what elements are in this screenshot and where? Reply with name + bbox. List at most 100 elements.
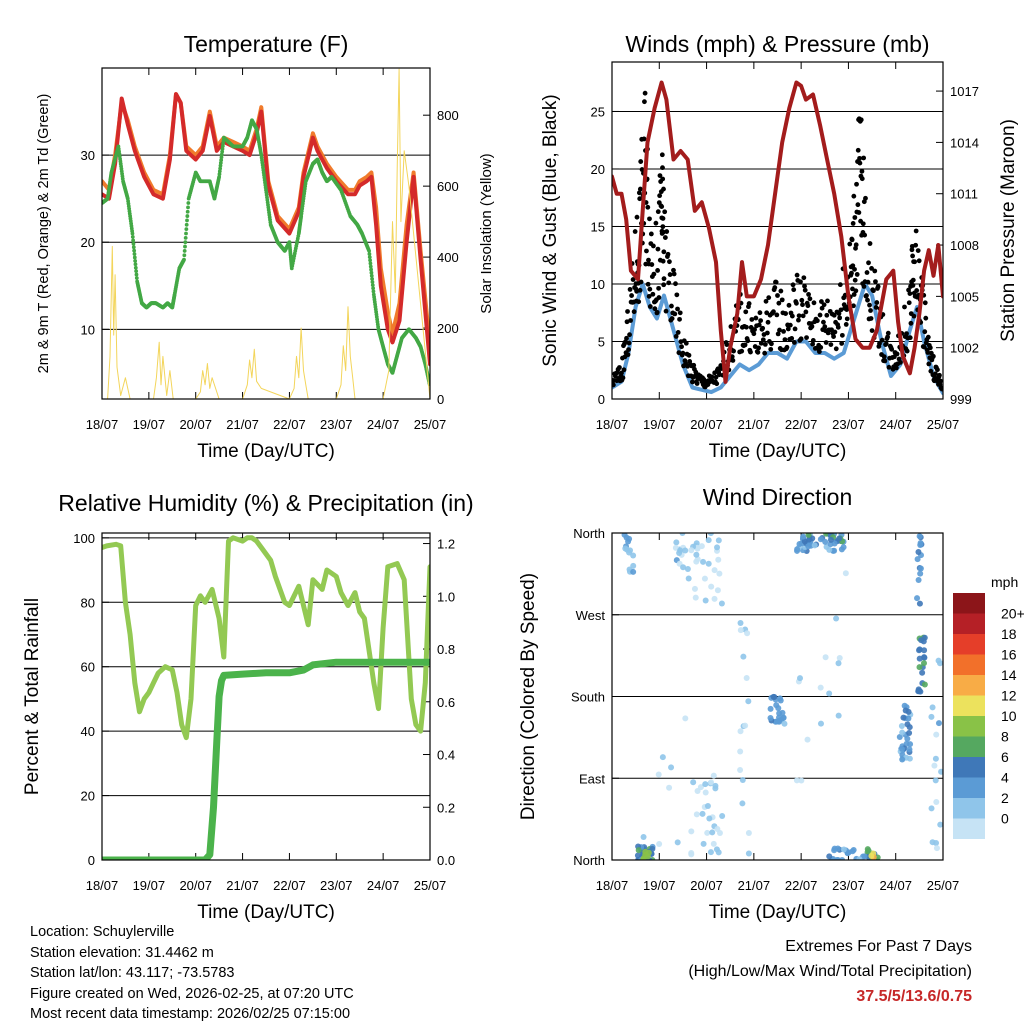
direction-point <box>668 764 675 771</box>
direction-point <box>798 777 805 784</box>
y-tick-label: North <box>573 853 605 868</box>
direction-point <box>688 547 695 554</box>
data-point <box>647 304 653 309</box>
data-point <box>220 146 225 151</box>
y-axis-label: Sonic Wind & Gust (Blue, Black) <box>540 94 561 366</box>
data-point <box>766 295 772 301</box>
x-tick-label: 24/07 <box>367 878 400 893</box>
data-point <box>655 246 661 252</box>
y-tick-label: 30 <box>81 148 95 163</box>
data-point <box>656 285 662 291</box>
direction-point <box>682 715 689 722</box>
data-point <box>371 289 376 294</box>
direction-point <box>767 715 774 722</box>
colorbar-swatch <box>953 634 985 655</box>
data-point <box>133 258 138 263</box>
data-point <box>774 312 780 318</box>
colorbar-label: mph <box>991 574 1018 590</box>
data-point <box>832 329 838 335</box>
latest-data-text: Most recent data timestamp: 2026/02/25 0… <box>30 1006 351 1022</box>
data-point <box>818 345 824 350</box>
plot-frame <box>611 61 944 400</box>
data-point <box>790 282 796 288</box>
data-point <box>217 172 222 176</box>
data-point <box>730 358 736 363</box>
x-tick-label: 18/07 <box>86 417 119 432</box>
location-text: Location: Schuylerville <box>30 924 175 940</box>
y2-tick-label: 0 <box>437 392 444 407</box>
data-point <box>648 231 654 237</box>
direction-point <box>705 537 712 544</box>
data-point <box>881 354 887 360</box>
y2-tick-label: 600 <box>437 179 459 194</box>
direction-point <box>710 772 717 779</box>
data-point <box>779 297 785 303</box>
y-tick-label: East <box>579 771 605 786</box>
data-point <box>764 310 770 316</box>
data-point <box>930 353 936 359</box>
data-point <box>676 350 682 356</box>
data-point <box>821 302 827 308</box>
y-tick-label: 20 <box>81 789 95 804</box>
direction-point <box>826 546 833 553</box>
data-point <box>865 297 870 303</box>
data-point <box>744 324 749 330</box>
direction-scatter <box>621 533 943 860</box>
data-point <box>662 235 668 240</box>
data-point <box>131 241 136 246</box>
data-point <box>789 336 795 341</box>
direction-point <box>856 856 863 860</box>
data-point <box>859 168 865 174</box>
data-point <box>916 258 922 264</box>
direction-point <box>737 767 744 774</box>
data-point <box>821 319 826 325</box>
data-point <box>868 308 873 313</box>
direction-point <box>688 849 695 856</box>
data-point <box>894 351 900 357</box>
direction-point <box>932 777 939 784</box>
y-tick-label: 5 <box>598 334 605 349</box>
data-point <box>631 309 637 315</box>
data-point <box>760 325 766 331</box>
direction-point <box>919 669 926 676</box>
plot-area <box>102 535 430 860</box>
data-point <box>861 155 867 161</box>
direction-point <box>745 698 752 705</box>
data-point <box>785 326 791 332</box>
direction-point <box>896 733 903 740</box>
data-point <box>762 350 768 356</box>
direction-point <box>655 771 662 778</box>
data-point <box>825 298 830 304</box>
x-tick-label: 21/07 <box>226 417 259 432</box>
x-tick-label: 25/07 <box>414 878 447 893</box>
data-point <box>866 260 871 266</box>
direction-point <box>702 781 709 788</box>
direction-point <box>698 543 705 550</box>
data-point <box>724 342 730 347</box>
data-point <box>907 291 913 297</box>
direction-point <box>621 533 628 538</box>
data-point <box>763 298 769 304</box>
data-point <box>650 243 656 249</box>
y-tick-label: 0 <box>598 392 605 407</box>
data-point <box>647 216 652 222</box>
x-tick-label: 23/07 <box>320 417 353 432</box>
x-tick-label: 21/07 <box>738 878 771 893</box>
data-point <box>856 210 862 215</box>
data-point <box>677 310 683 316</box>
data-point <box>760 337 766 343</box>
data-point <box>186 201 191 205</box>
direction-point <box>921 654 928 661</box>
data-point <box>849 270 854 276</box>
x-tick-label: 19/07 <box>133 417 166 432</box>
direction-point <box>684 566 691 573</box>
data-point <box>183 240 188 245</box>
data-point <box>674 292 680 298</box>
data-point <box>883 341 889 347</box>
x-tick-label: 19/07 <box>643 878 676 893</box>
direction-point <box>797 675 804 682</box>
x-tick-label: 20/07 <box>690 878 723 893</box>
extremes-box: Extremes For Past 7 Days (High/Low/Max W… <box>688 934 972 1009</box>
direction-point <box>907 741 914 748</box>
